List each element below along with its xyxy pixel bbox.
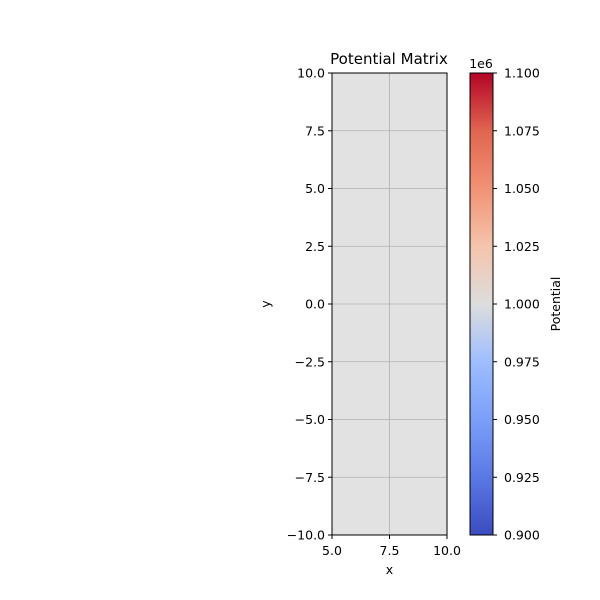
colorbar-axis: 0.900 0.925 0.950 0.975 1.000 1.025 1.050 1.075…: [493, 66, 540, 543]
colorbar-offset-text: 1e6: [469, 56, 493, 71]
colorbar-tick-label: 1.000: [504, 297, 540, 312]
colorbar: [469, 72, 494, 536]
colorbar-tick-label: 0.900: [504, 528, 540, 543]
y-tick-label: −2.5: [295, 354, 325, 369]
y-tick-label: −5.0: [295, 412, 325, 427]
colorbar-tick-label: 1.025: [504, 239, 540, 254]
colorbar-tick-label: 1.100: [504, 66, 540, 81]
colorbar-tick-label: 1.050: [504, 181, 540, 196]
colorbar-label: Potential: [548, 277, 563, 332]
y-tick-label: −7.5: [295, 470, 325, 485]
y-tick-label: 5.0: [305, 181, 325, 196]
chart-title: Potential Matrix: [330, 50, 448, 68]
x-axis: 5.0 7.5 10.0: [322, 535, 461, 558]
colorbar-tick-label: 1.075: [504, 123, 540, 138]
y-tick-label: 7.5: [305, 123, 325, 138]
x-axis-label: x: [386, 562, 393, 577]
y-axis: −10.0 −7.5 −5.0 −2.5 0.0 2.5 5.0 7.5 10.0: [287, 66, 332, 543]
colorbar-tick-label: 0.925: [504, 470, 540, 485]
y-tick-label: −10.0: [287, 528, 325, 543]
y-tick-label: 2.5: [305, 239, 325, 254]
y-tick-label: 0.0: [305, 297, 325, 312]
y-axis-label: y: [258, 300, 273, 308]
colorbar-tick-label: 0.975: [504, 354, 540, 369]
y-tick-label: 10.0: [297, 66, 325, 81]
x-tick-label: 5.0: [322, 543, 342, 558]
colorbar-tick-label: 0.950: [504, 412, 540, 427]
x-tick-label: 10.0: [433, 543, 461, 558]
x-tick-label: 7.5: [380, 543, 400, 558]
